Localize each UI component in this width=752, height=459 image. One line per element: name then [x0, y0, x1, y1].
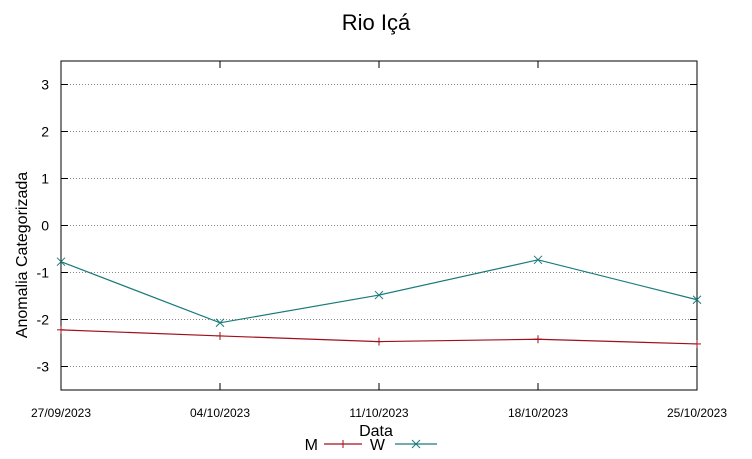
x-axis-label: Data	[359, 423, 393, 440]
y-tick-label: 3	[41, 77, 49, 93]
data-point-W	[533, 255, 543, 265]
x-tick-label: 11/10/2023	[349, 406, 408, 420]
data-point-M	[534, 335, 542, 344]
data-point-W	[56, 257, 66, 267]
chart-title: Rio Içá	[342, 10, 411, 35]
data-point-M	[693, 339, 701, 348]
data-point-W	[215, 318, 225, 328]
x-tick-label: 25/10/2023	[667, 406, 727, 420]
data-point-W	[374, 290, 384, 300]
legend-label-M: M	[305, 437, 318, 454]
x-tick-label: 18/10/2023	[508, 406, 568, 420]
y-tick-label: 0	[41, 218, 49, 234]
x-tick-label: 27/09/2023	[31, 406, 91, 420]
series-line-W	[60, 259, 698, 324]
y-tick-label: 2	[41, 124, 49, 140]
y-axis-ticks: 3 2 1 0 -1 -2 -3	[37, 77, 697, 375]
y-tick-label: -3	[37, 359, 50, 375]
x-tick-label: 04/10/2023	[190, 406, 250, 420]
legend-marker-W	[411, 439, 421, 449]
y-tick-label: -1	[37, 265, 50, 281]
grid-lines	[61, 84, 697, 367]
y-tick-label: -2	[37, 312, 50, 328]
data-point-M	[375, 337, 383, 346]
y-axis-label: Anomalia Categorizada	[14, 172, 31, 338]
series-layer	[56, 255, 702, 348]
data-point-W	[692, 295, 702, 305]
y-tick-label: 1	[41, 171, 49, 187]
legend-marker-M	[339, 440, 347, 448]
x-axis-ticks: 27/09/2023 04/10/2023 11/10/2023 18/10/2023…	[31, 61, 727, 420]
data-point-M	[216, 331, 224, 340]
data-point-M	[57, 325, 65, 334]
legend-label-W: W	[370, 437, 386, 454]
